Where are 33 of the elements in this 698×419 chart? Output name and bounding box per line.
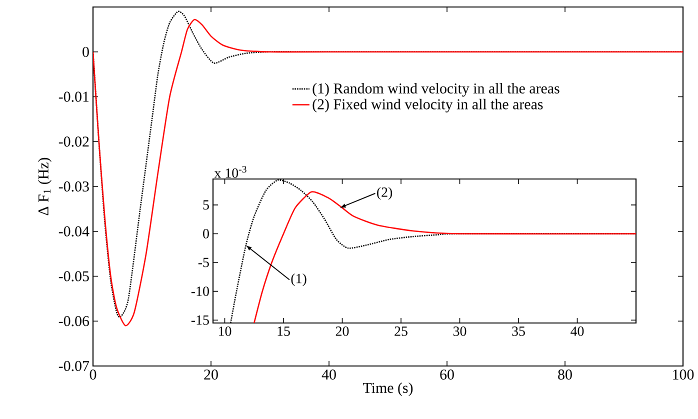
y-tick-label: -0.02: [58, 136, 89, 147]
y-axis-title: Δ F$_{1}$ (Hz): [38, 158, 52, 216]
x-tick-label: 15: [278, 326, 290, 336]
x-tick-label: 25: [394, 326, 408, 336]
y-tick-label: -15: [191, 315, 209, 325]
x-tick-label: 80: [558, 370, 572, 380]
y-tick-label: -0.06: [58, 316, 90, 326]
y-tick-label: -0.04: [58, 226, 90, 236]
x-tick-label: 60: [440, 370, 454, 380]
legend-label: (1) Random wind velocity in all the areas: [312, 82, 560, 97]
y-tick-label: 0: [82, 46, 89, 57]
x-tick-label: 20: [336, 326, 349, 336]
y-tick-label: -0.03: [58, 181, 89, 192]
y-tick-label: -5: [198, 258, 209, 268]
x-tick-label: 20: [204, 370, 218, 380]
x-tick-label: 10: [219, 326, 232, 336]
y-tick-label: -0.01: [58, 92, 89, 102]
y-tick-label: -0.05: [58, 271, 89, 282]
x-tick-label: 100: [673, 370, 694, 380]
x-tick-label: 35: [512, 326, 525, 336]
x-tick-label: 40: [322, 370, 336, 380]
y-tick-label: 0: [203, 229, 209, 238]
y-tick-label: -10: [191, 286, 209, 296]
y-tick-label: -0.07: [58, 360, 90, 372]
x-tick-label: 40: [570, 326, 584, 336]
annotation: x 10$^{-3}$: [214, 166, 246, 178]
legend-label: (2) Fixed wind velocity in all the areas: [312, 98, 543, 112]
x-axis-title: Time (s): [363, 382, 413, 396]
annotation: (2): [377, 187, 392, 200]
annotation: (1): [291, 273, 306, 286]
x-tick-label: 0: [90, 370, 96, 380]
x-tick-label: 30: [453, 326, 466, 336]
y-tick-label: 5: [203, 200, 209, 210]
